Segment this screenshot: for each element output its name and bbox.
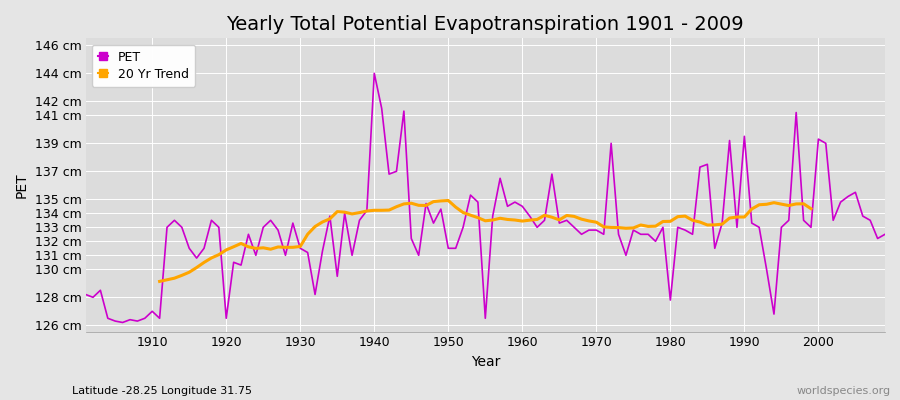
X-axis label: Year: Year (471, 355, 500, 369)
20 Yr Trend (443, 198, 454, 203)
PET (147, 309, 158, 314)
PET (620, 253, 631, 258)
20 Yr Trend (236, 241, 247, 246)
PET (369, 71, 380, 76)
Line: PET: PET (86, 73, 885, 322)
Title: Yearly Total Potential Evapotranspiration 1901 - 2009: Yearly Total Potential Evapotranspiratio… (227, 15, 744, 34)
20 Yr Trend (154, 279, 165, 284)
Y-axis label: PET: PET (15, 172, 29, 198)
20 Yr Trend (220, 248, 231, 252)
PET (310, 292, 320, 297)
20 Yr Trend (739, 215, 750, 220)
Legend: PET, 20 Yr Trend: PET, 20 Yr Trend (92, 44, 195, 87)
20 Yr Trend (287, 245, 298, 250)
PET (525, 214, 535, 218)
20 Yr Trend (806, 206, 816, 211)
Text: Latitude -28.25 Longitude 31.75: Latitude -28.25 Longitude 31.75 (72, 386, 252, 396)
PET (80, 292, 91, 297)
PET (354, 218, 364, 223)
Text: worldspecies.org: worldspecies.org (796, 386, 891, 396)
20 Yr Trend (495, 216, 506, 221)
PET (532, 225, 543, 230)
PET (879, 232, 890, 237)
Line: 20 Yr Trend: 20 Yr Trend (159, 200, 811, 281)
20 Yr Trend (406, 201, 417, 206)
PET (117, 320, 128, 325)
